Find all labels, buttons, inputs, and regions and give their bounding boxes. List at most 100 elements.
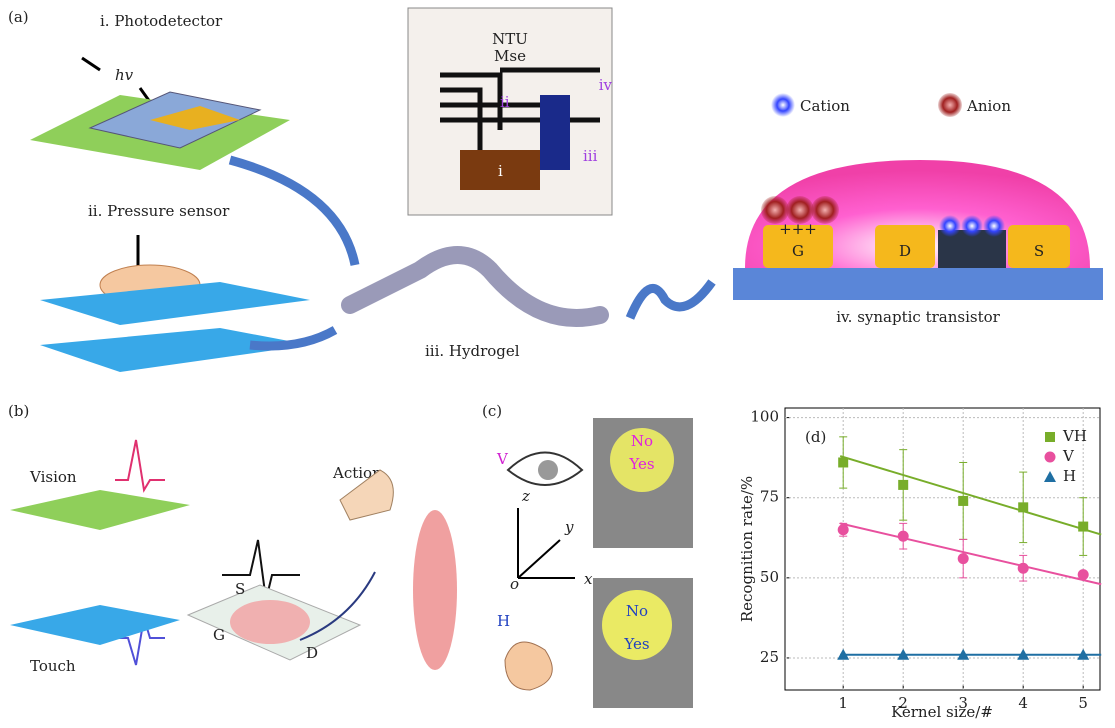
electrode-label: D xyxy=(306,644,318,662)
x-axis-label: Kernel size/# xyxy=(891,703,993,721)
marker xyxy=(897,530,909,542)
cation xyxy=(983,215,1005,237)
y-axis-label: Recognition rate/% xyxy=(738,476,756,622)
photon-ray xyxy=(81,56,101,72)
word: No xyxy=(631,432,653,450)
pressure-sensor xyxy=(10,605,180,645)
marker xyxy=(898,479,909,490)
label: hv xyxy=(115,66,134,84)
marker xyxy=(1077,648,1090,660)
electrode-label: S xyxy=(1034,242,1044,260)
cation xyxy=(961,215,983,237)
anion xyxy=(761,196,789,224)
spike xyxy=(222,539,300,601)
marker xyxy=(1078,521,1089,532)
photo-text: Mse xyxy=(494,47,526,65)
spike xyxy=(115,617,165,666)
y-tick-label: 75 xyxy=(760,488,779,506)
marker xyxy=(957,648,970,660)
hand xyxy=(504,641,553,691)
marker xyxy=(1018,502,1029,513)
legend-icon xyxy=(938,93,962,117)
axis-label: y xyxy=(564,518,574,536)
sensor-bottom xyxy=(40,328,310,372)
x-tick-label: 4 xyxy=(1018,694,1028,712)
marker xyxy=(837,648,850,660)
marker xyxy=(957,553,969,565)
axis-label: o xyxy=(510,575,519,593)
cation xyxy=(939,215,961,237)
label: ii. Pressure sensor xyxy=(88,202,230,220)
legend-icon xyxy=(771,93,795,117)
label: iv. synaptic transistor xyxy=(836,308,1000,326)
marker xyxy=(897,648,910,660)
photo-text: NTU xyxy=(492,30,528,48)
sensor-top xyxy=(40,282,310,325)
marker xyxy=(1077,569,1089,581)
y-tick-label: 50 xyxy=(760,568,779,586)
word: No xyxy=(626,602,648,620)
glow xyxy=(602,590,672,660)
photodetector xyxy=(10,490,190,530)
legend-marker xyxy=(1044,451,1056,463)
label: i. Photodetector xyxy=(100,12,223,30)
drain xyxy=(875,225,935,268)
marker xyxy=(958,495,969,506)
word: Yes xyxy=(628,455,654,473)
axis-label: z xyxy=(521,487,530,505)
flow-arrow xyxy=(228,155,360,266)
word: Yes xyxy=(623,635,649,653)
electrode xyxy=(150,106,240,130)
region xyxy=(460,150,540,190)
electrode-label: G xyxy=(213,626,225,644)
hydrogel xyxy=(230,600,310,644)
substrate xyxy=(733,268,1103,300)
fit-line xyxy=(839,522,1102,586)
marker xyxy=(1017,648,1030,660)
marker xyxy=(838,457,849,468)
muscle xyxy=(413,510,457,670)
region-label: i xyxy=(498,162,503,180)
legend-marker xyxy=(1044,471,1056,482)
electrode-label: D xyxy=(899,242,911,260)
electrode-label: G xyxy=(792,242,804,260)
label: iii. Hydrogel xyxy=(425,342,520,360)
flow-arrow xyxy=(249,326,338,351)
region-label: ii xyxy=(500,93,510,111)
legend-marker xyxy=(1045,432,1055,442)
y-tick-label: 25 xyxy=(760,648,779,666)
anion xyxy=(786,196,814,224)
region-label: iii xyxy=(583,147,598,165)
fit-line xyxy=(839,455,1102,536)
legend-label: V xyxy=(1062,447,1075,465)
label: Cation xyxy=(800,97,850,115)
legend-label: VH xyxy=(1062,427,1087,445)
charge: +++ xyxy=(779,220,817,238)
axis-label: x xyxy=(584,570,593,588)
electrode-label: S xyxy=(235,580,245,598)
panel-label: (a) xyxy=(8,8,29,26)
marker xyxy=(837,524,849,536)
nerve xyxy=(299,571,376,641)
x-tick-label: 1 xyxy=(838,694,848,712)
plot-frame xyxy=(784,407,1101,691)
x-tick-label: 2 xyxy=(898,694,908,712)
panel-label: (b) xyxy=(8,402,29,420)
hand xyxy=(339,469,394,521)
label: Touch xyxy=(30,657,76,675)
label: V xyxy=(496,450,509,468)
hydrogel-fiber xyxy=(341,246,609,327)
x-tick-label: 5 xyxy=(1078,694,1088,712)
legend-label: H xyxy=(1063,467,1076,485)
glow xyxy=(610,428,674,492)
marker xyxy=(1017,562,1029,574)
label: H xyxy=(497,612,510,630)
anion xyxy=(811,196,839,224)
gate xyxy=(763,225,833,268)
y-tick-label: 100 xyxy=(750,408,779,426)
label: Anion xyxy=(966,97,1011,115)
axes xyxy=(517,508,575,579)
flow-arrow xyxy=(625,279,716,320)
label: Vision xyxy=(29,468,77,486)
